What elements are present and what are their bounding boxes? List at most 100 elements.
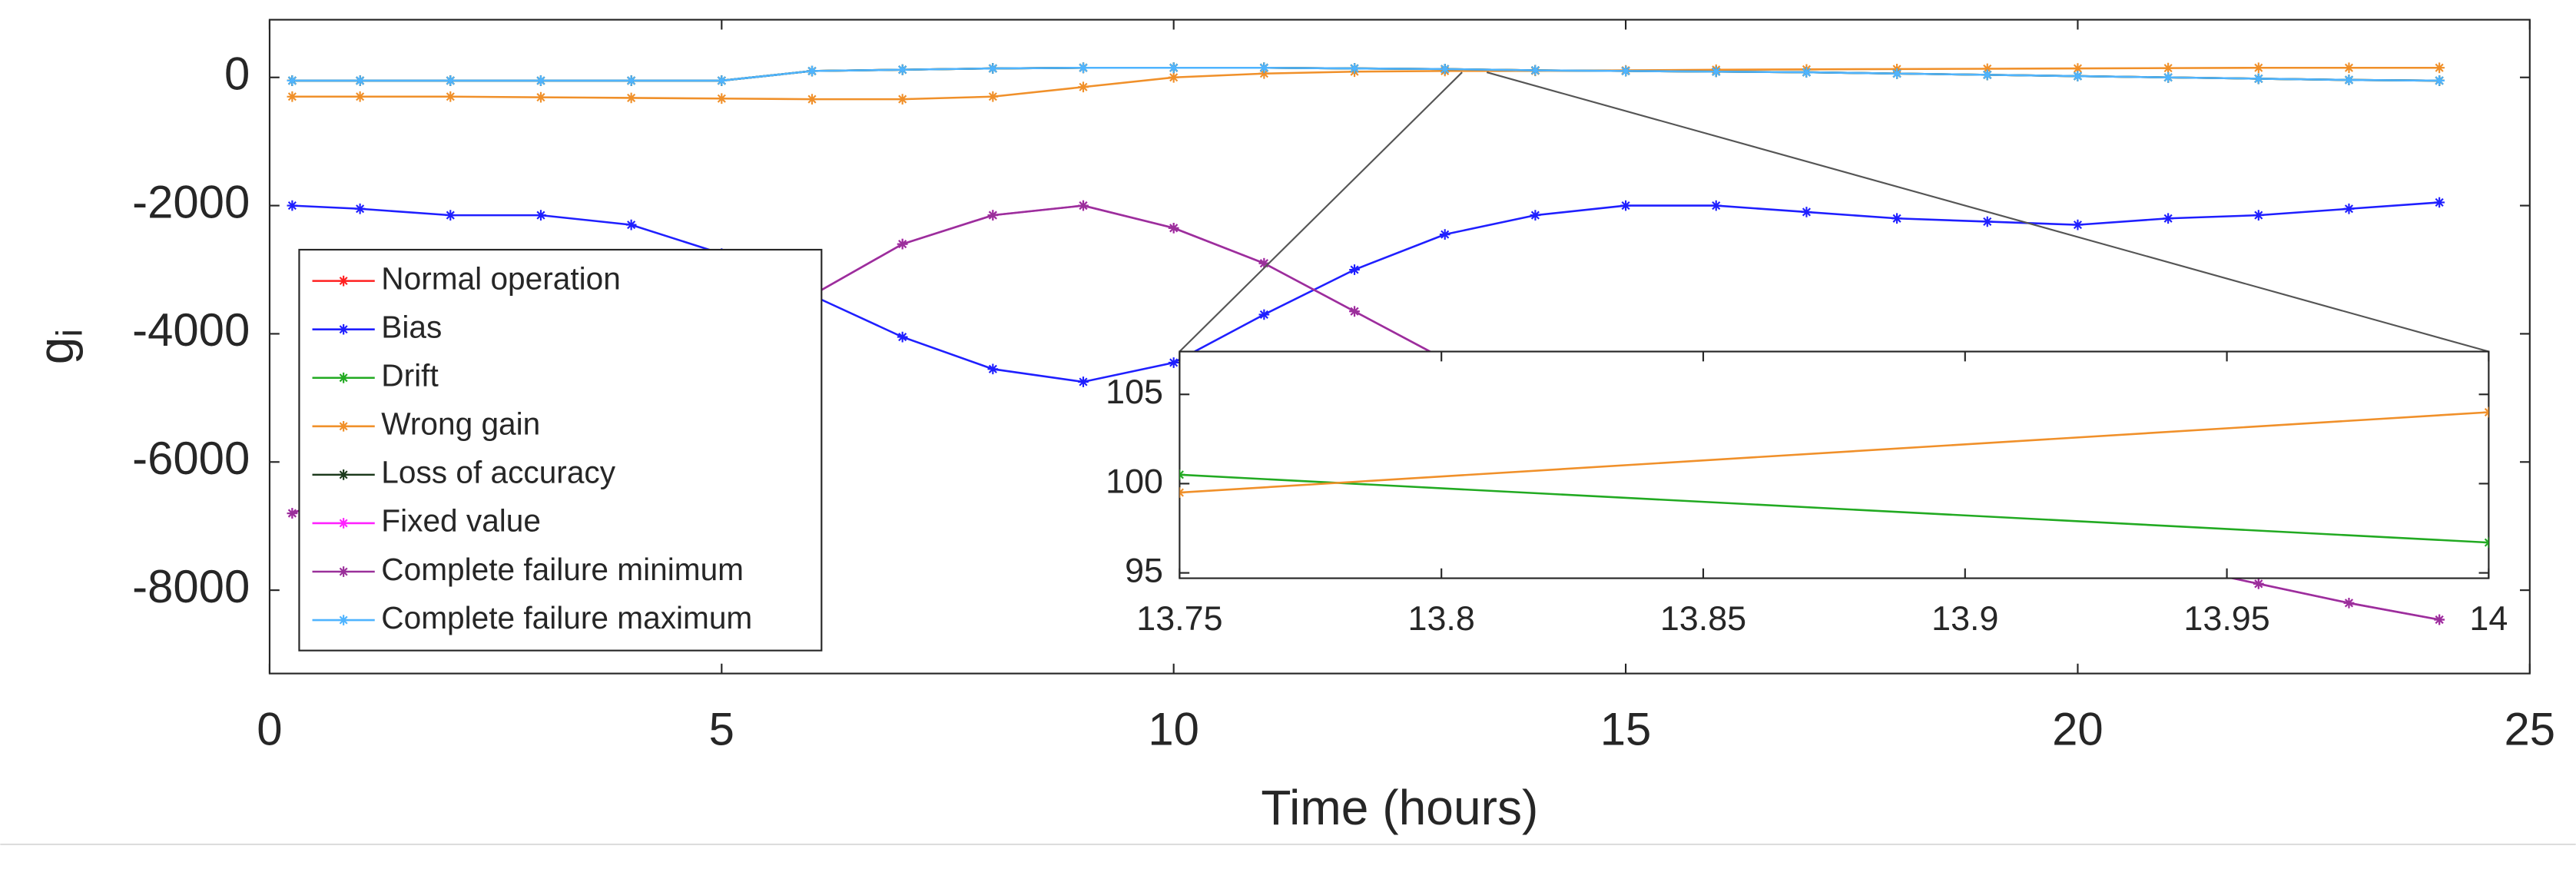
legend-label: Bias [381,309,442,344]
marker [535,210,546,221]
marker [354,75,366,86]
y-tick-label: 0 [224,48,250,100]
marker [2343,62,2355,74]
marker [987,363,999,375]
legend-label: Complete failure minimum [381,552,744,587]
marker [1710,66,1722,78]
marker [1349,63,1360,74]
legend-marker [338,420,349,432]
marker [1168,222,1179,234]
marker [2163,71,2173,83]
legend-marker [338,518,349,529]
legend-marker [338,615,349,625]
y-tick-label: -8000 [132,561,250,612]
marker [897,94,908,104]
marker [2343,75,2355,85]
marker [535,91,546,103]
marker [2253,578,2264,589]
marker [1349,306,1360,317]
series-line [1179,473,2489,544]
marker [1530,65,1541,76]
y-tick-label: 95 [1125,550,1163,589]
zoom-line [1486,71,2489,353]
marker [1710,200,1722,211]
marker [1891,68,1902,79]
marker [625,219,637,231]
marker [1801,207,1812,217]
marker [1258,68,1270,79]
marker [1078,81,1089,93]
marker [535,75,546,86]
x-tick-label: 13.9 [1931,599,1998,638]
marker [807,65,817,77]
marker [1168,357,1179,368]
marker [1981,63,1993,75]
marker [1168,71,1179,83]
marker [1620,200,1631,211]
marker [1439,64,1450,75]
marker [987,63,999,74]
y-axis-label-base: g [28,337,83,365]
marker [1981,69,1993,81]
marker [1530,210,1541,221]
x-tick-label: 20 [2052,703,2104,755]
marker [625,92,637,104]
x-tick-label: 14 [2469,599,2508,638]
legend-marker [338,275,349,287]
x-axis-label: Time (hours) [1261,780,1538,835]
series-line [1179,411,2489,494]
marker [1078,376,1089,387]
marker [1981,216,1993,227]
marker [716,93,728,104]
marker [1258,309,1270,320]
y-tick-label: -6000 [132,433,250,484]
marker [287,200,298,211]
marker [2253,210,2264,221]
marker [1439,229,1450,240]
legend-label: Normal operation [381,260,621,296]
marker [2253,62,2264,74]
marker [1258,257,1270,269]
y-tick-label: 100 [1106,461,1163,500]
x-tick-label: 0 [257,703,282,755]
series-group [1179,406,2489,548]
marker [897,64,908,75]
legend-label: Complete failure maximum [381,600,752,635]
marker [897,331,908,343]
x-tick-label: 13.75 [1136,599,1222,638]
legend-box [298,248,823,652]
marker [2434,197,2445,208]
marker [2072,71,2084,81]
marker [287,75,298,86]
zoom-line [1179,71,1463,353]
marker [445,210,456,221]
marker [1891,213,1902,224]
legend-label: Wrong gain [381,406,540,442]
marker [807,94,817,104]
legend-marker [338,372,349,383]
x-tick-label: 13.85 [1660,599,1746,638]
marker [625,75,637,86]
marker [445,91,456,102]
marker [897,238,908,250]
marker [1620,65,1631,77]
marker [2434,62,2445,74]
marker [354,91,366,102]
marker [716,75,728,86]
legend-label: Loss of accuracy [381,455,615,490]
marker [2163,213,2173,224]
marker [2163,62,2173,74]
marker [2253,73,2264,85]
x-tick-label: 10 [1148,703,1199,755]
x-tick-label: 13.95 [2183,599,2269,638]
marker [2343,203,2355,214]
y-axis-label-sub: i [49,329,90,337]
marker [1349,264,1360,275]
y-tick-label: -2000 [132,176,250,227]
marker [1168,62,1179,74]
marker [2072,63,2084,74]
y-axis-label: gi [28,329,90,364]
marker [287,91,298,102]
legend: Normal operation Bias Drift Wrong gain Loss … [298,248,823,652]
